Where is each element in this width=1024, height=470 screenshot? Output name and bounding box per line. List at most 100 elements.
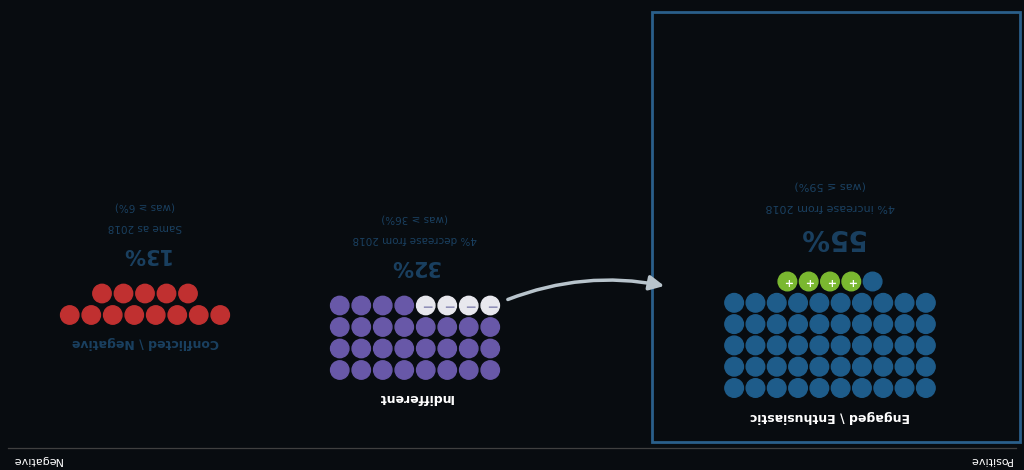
Circle shape <box>746 293 765 312</box>
Text: Indifferent: Indifferent <box>378 392 453 405</box>
Circle shape <box>788 357 807 376</box>
Circle shape <box>374 361 392 379</box>
Circle shape <box>831 293 850 312</box>
Text: Conflicted \ Negative: Conflicted \ Negative <box>72 337 218 350</box>
Text: Same as 2018: Same as 2018 <box>108 222 182 232</box>
Circle shape <box>331 361 349 379</box>
Text: (was ≥ 36%): (was ≥ 36%) <box>382 213 449 223</box>
Circle shape <box>481 339 500 358</box>
Text: 32%: 32% <box>390 256 440 276</box>
Circle shape <box>417 318 435 336</box>
Circle shape <box>831 357 850 376</box>
Circle shape <box>725 336 743 355</box>
Circle shape <box>746 357 765 376</box>
Circle shape <box>873 357 893 376</box>
Circle shape <box>810 315 828 333</box>
Circle shape <box>873 336 893 355</box>
Circle shape <box>810 293 828 312</box>
Circle shape <box>916 336 935 355</box>
Circle shape <box>395 339 414 358</box>
Circle shape <box>189 306 208 324</box>
Circle shape <box>168 306 186 324</box>
Text: −: − <box>463 298 474 313</box>
Circle shape <box>725 379 743 397</box>
Circle shape <box>374 296 392 315</box>
Circle shape <box>767 379 786 397</box>
Text: (was ≤ 59%): (was ≤ 59%) <box>795 180 866 190</box>
Circle shape <box>352 296 371 315</box>
Text: −: − <box>441 298 453 313</box>
Circle shape <box>767 315 786 333</box>
Circle shape <box>916 357 935 376</box>
Circle shape <box>481 296 500 315</box>
Circle shape <box>873 315 893 333</box>
Circle shape <box>810 336 828 355</box>
Text: −: − <box>484 298 496 313</box>
Text: 13%: 13% <box>120 244 170 264</box>
Circle shape <box>395 361 414 379</box>
Circle shape <box>895 357 913 376</box>
Circle shape <box>853 315 871 333</box>
Circle shape <box>831 315 850 333</box>
Text: (was ≥ 6%): (was ≥ 6%) <box>115 201 175 212</box>
Circle shape <box>916 379 935 397</box>
Circle shape <box>725 293 743 312</box>
Circle shape <box>800 272 818 291</box>
Circle shape <box>916 315 935 333</box>
Circle shape <box>810 379 828 397</box>
Circle shape <box>460 361 478 379</box>
Circle shape <box>331 339 349 358</box>
Text: Engaged \ Enthusiastic: Engaged \ Enthusiastic <box>750 409 910 423</box>
Circle shape <box>211 306 229 324</box>
Circle shape <box>417 296 435 315</box>
Circle shape <box>895 293 913 312</box>
Circle shape <box>895 336 913 355</box>
Circle shape <box>103 306 122 324</box>
Text: +: + <box>804 276 813 287</box>
Circle shape <box>125 306 143 324</box>
Circle shape <box>767 336 786 355</box>
Text: +: + <box>782 276 792 287</box>
Circle shape <box>82 306 100 324</box>
Circle shape <box>352 318 371 336</box>
Circle shape <box>853 379 871 397</box>
Circle shape <box>93 284 112 303</box>
Circle shape <box>788 315 807 333</box>
Text: 55%: 55% <box>797 223 863 251</box>
Circle shape <box>395 296 414 315</box>
Text: 4% decrease from 2018: 4% decrease from 2018 <box>352 235 477 244</box>
Circle shape <box>60 306 79 324</box>
Circle shape <box>895 379 913 397</box>
Circle shape <box>853 336 871 355</box>
Circle shape <box>725 315 743 333</box>
Circle shape <box>352 339 371 358</box>
Circle shape <box>831 336 850 355</box>
Circle shape <box>331 296 349 315</box>
Circle shape <box>873 293 893 312</box>
Circle shape <box>352 361 371 379</box>
Circle shape <box>788 293 807 312</box>
Circle shape <box>460 318 478 336</box>
Circle shape <box>460 339 478 358</box>
Bar <box>652 12 1020 442</box>
Circle shape <box>146 306 165 324</box>
Circle shape <box>746 379 765 397</box>
Circle shape <box>853 357 871 376</box>
Circle shape <box>746 336 765 355</box>
Circle shape <box>788 336 807 355</box>
Circle shape <box>853 293 871 312</box>
Circle shape <box>115 284 133 303</box>
Circle shape <box>895 315 913 333</box>
Circle shape <box>438 318 457 336</box>
Circle shape <box>438 296 457 315</box>
Circle shape <box>916 293 935 312</box>
Text: Negative: Negative <box>12 455 62 465</box>
Circle shape <box>873 379 893 397</box>
Circle shape <box>863 272 882 291</box>
Circle shape <box>395 318 414 336</box>
Circle shape <box>136 284 155 303</box>
Circle shape <box>417 361 435 379</box>
Circle shape <box>158 284 176 303</box>
Circle shape <box>460 296 478 315</box>
Circle shape <box>725 357 743 376</box>
